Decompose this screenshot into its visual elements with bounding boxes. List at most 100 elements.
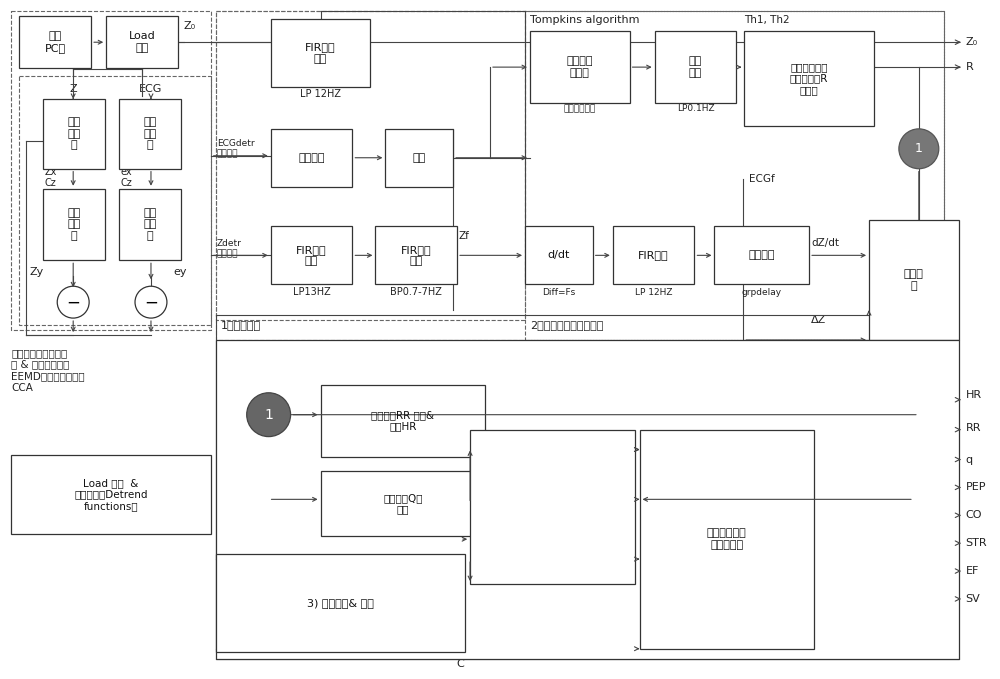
Text: 间期     输入: 间期 输入	[532, 443, 573, 453]
FancyBboxPatch shape	[375, 227, 457, 285]
Text: q: q	[966, 454, 973, 464]
Text: EF: EF	[966, 566, 979, 576]
Text: STR: STR	[966, 538, 987, 548]
FancyBboxPatch shape	[271, 129, 352, 187]
Text: 最小均方差多项式拟
合 & 经验模态分解
EEMD与典型相关分析
CCA: 最小均方差多项式拟 合 & 经验模态分解 EEMD与典型相关分析 CCA	[11, 348, 85, 392]
Text: 微分: 微分	[413, 153, 426, 163]
Text: 相关
性分
析: 相关 性分 析	[68, 208, 81, 241]
Text: ex
Cz: ex Cz	[120, 167, 132, 189]
Text: d/dt: d/dt	[548, 251, 570, 260]
FancyBboxPatch shape	[271, 227, 352, 285]
Text: SV: SV	[966, 594, 980, 604]
FancyBboxPatch shape	[119, 189, 181, 260]
Circle shape	[899, 129, 939, 168]
Text: 带通滤波: 带通滤波	[298, 153, 325, 163]
Text: 滑动窗口平均: 滑动窗口平均	[564, 105, 596, 113]
Text: C: C	[456, 659, 464, 669]
Text: CO: CO	[966, 511, 982, 520]
FancyBboxPatch shape	[216, 340, 959, 659]
Text: ECGf: ECGf	[749, 174, 775, 183]
FancyBboxPatch shape	[530, 31, 630, 103]
Text: dZ/dt: dZ/dt	[811, 238, 839, 249]
FancyBboxPatch shape	[744, 31, 874, 126]
Text: R: R	[966, 62, 973, 72]
Text: 相关
性分
析: 相关 性分 析	[143, 208, 157, 241]
FancyBboxPatch shape	[655, 31, 736, 103]
Text: ey: ey	[173, 268, 187, 277]
Text: 输入: 输入	[547, 494, 559, 504]
Text: Z₀: Z₀	[184, 21, 196, 31]
Text: PEP: PEP	[966, 482, 986, 492]
Text: 幅值与斜率阈
值确定，与R
点识别: 幅值与斜率阈 值确定，与R 点识别	[790, 62, 828, 95]
FancyBboxPatch shape	[525, 227, 593, 285]
Text: 1: 1	[915, 143, 923, 155]
Text: Th1, Th2: Th1, Th2	[744, 16, 790, 25]
FancyBboxPatch shape	[43, 189, 105, 260]
Text: 多项
式拟
合: 多项 式拟 合	[68, 117, 81, 151]
Text: 上位
PC机: 上位 PC机	[45, 31, 66, 53]
Text: 3) 特征提取& 参数: 3) 特征提取& 参数	[307, 598, 374, 608]
Text: B: B	[626, 445, 634, 454]
Text: 2）滤波处理与波形绘图: 2）滤波处理与波形绘图	[530, 320, 603, 330]
FancyBboxPatch shape	[271, 19, 370, 87]
FancyBboxPatch shape	[613, 227, 694, 285]
Text: 延时补偿: 延时补偿	[749, 251, 775, 260]
FancyBboxPatch shape	[19, 16, 91, 68]
Text: Zx
Cz: Zx Cz	[44, 167, 57, 189]
Text: 多项
式拟
合: 多项 式拟 合	[143, 117, 157, 151]
Text: dZ/dt: dZ/dt	[432, 494, 458, 504]
Text: Zdetr
趋势波形: Zdetr 趋势波形	[217, 239, 242, 258]
Text: FIR低通
滤波: FIR低通 滤波	[296, 244, 327, 266]
Text: 1）滤波函数: 1）滤波函数	[221, 320, 261, 330]
Circle shape	[135, 287, 167, 318]
FancyBboxPatch shape	[320, 385, 485, 456]
FancyBboxPatch shape	[320, 471, 485, 536]
Text: 绘制波
形: 绘制波 形	[904, 270, 924, 291]
Text: X: X	[626, 554, 634, 564]
Text: −: −	[144, 293, 158, 311]
Text: ECG: ECG	[139, 84, 163, 94]
FancyBboxPatch shape	[385, 129, 453, 187]
FancyBboxPatch shape	[43, 99, 105, 168]
Text: Zy: Zy	[29, 268, 44, 277]
Text: Z₀: Z₀	[966, 37, 978, 48]
Text: Diff=Fs: Diff=Fs	[542, 288, 575, 297]
FancyBboxPatch shape	[106, 16, 178, 68]
Text: RR: RR	[966, 422, 981, 433]
Circle shape	[57, 287, 89, 318]
Text: 1: 1	[264, 407, 273, 422]
Text: 低通
滤波: 低通 滤波	[689, 56, 702, 78]
Text: LP0.1HZ: LP0.1HZ	[677, 105, 714, 113]
FancyBboxPatch shape	[119, 99, 181, 168]
Text: FIR滤波: FIR滤波	[638, 251, 669, 260]
Text: BP0.7-7HZ: BP0.7-7HZ	[390, 287, 442, 297]
Text: C: C	[626, 494, 634, 504]
Text: 峰值探测: 峰值探测	[540, 514, 565, 524]
Text: HR: HR	[966, 390, 982, 400]
Text: 心功能重要参
数参数计算: 心功能重要参 数参数计算	[707, 528, 747, 550]
Text: Z: Z	[69, 84, 77, 94]
Text: FIR带通
滤波: FIR带通 滤波	[401, 244, 432, 266]
Text: Load
数据: Load 数据	[129, 31, 155, 53]
Text: LP 12HZ: LP 12HZ	[635, 288, 672, 297]
Text: LP 12HZ: LP 12HZ	[300, 89, 341, 99]
Text: 心电波形Q点
提取: 心电波形Q点 提取	[383, 493, 423, 515]
FancyBboxPatch shape	[640, 430, 814, 648]
FancyBboxPatch shape	[869, 221, 959, 340]
Text: R: R	[295, 409, 302, 420]
Text: FIR低通
滤波: FIR低通 滤波	[305, 42, 336, 64]
Text: grpdelay: grpdelay	[741, 288, 781, 297]
Text: Load 数据  &
趋势函数（Detrend
functions）: Load 数据 & 趋势函数（Detrend functions）	[74, 478, 148, 511]
Text: R: R	[450, 534, 458, 544]
Text: Tompkins algorithm: Tompkins algorithm	[530, 16, 639, 25]
Text: ΔZ: ΔZ	[811, 315, 826, 325]
FancyBboxPatch shape	[11, 454, 211, 534]
FancyBboxPatch shape	[470, 430, 635, 584]
Text: ECGdetr
趋势波形: ECGdetr 趋势波形	[217, 139, 254, 158]
Text: 计算心电RR 间期&
心率HR: 计算心电RR 间期& 心率HR	[371, 410, 434, 431]
Text: LP13HZ: LP13HZ	[293, 287, 330, 297]
FancyBboxPatch shape	[216, 554, 465, 652]
Text: Zf: Zf	[458, 232, 469, 242]
Text: 集成平均
等方法: 集成平均 等方法	[567, 56, 593, 78]
Text: −: −	[66, 293, 80, 311]
